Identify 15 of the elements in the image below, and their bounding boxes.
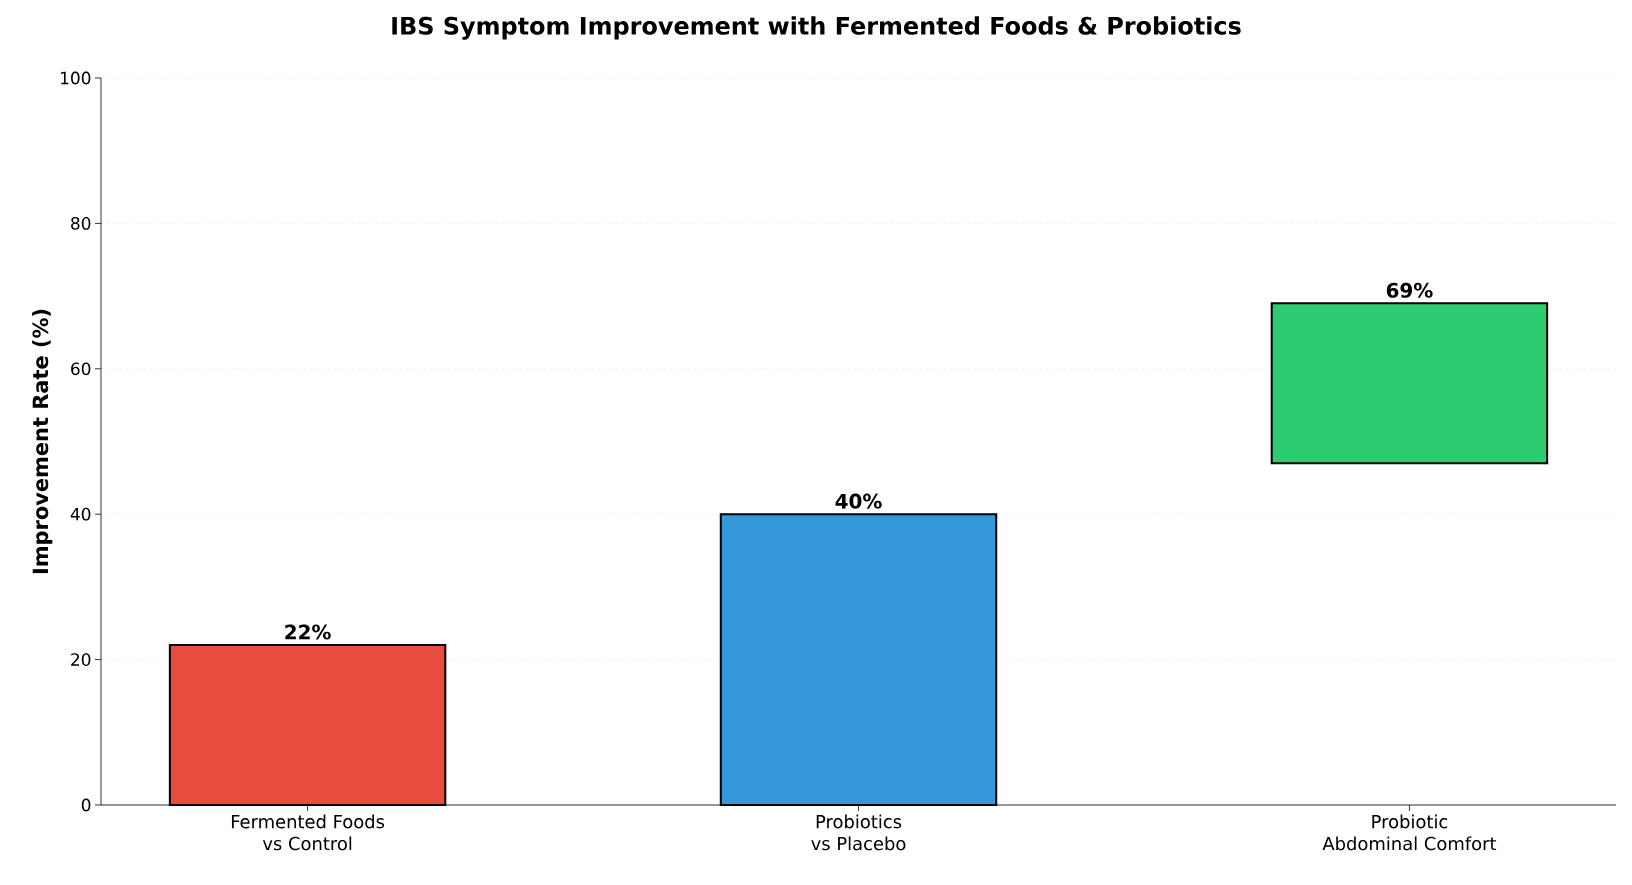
- bar: [1270, 302, 1549, 465]
- data-label: 69%: [1386, 282, 1433, 298]
- x-tick-label: Probiotics vs Placebo: [811, 814, 906, 851]
- data-label: 22%: [285, 624, 331, 640]
- y-tick-label: 60: [71, 362, 91, 376]
- chart-title: IBS Symptom Improvement with Fermented Foods & Probiotics: [392, 16, 1241, 40]
- x-tick-label: Fermented Foods vs Control: [231, 814, 385, 851]
- y-tick-label: 100: [61, 71, 91, 85]
- y-tick-label: 0: [81, 798, 91, 812]
- data-label: 40%: [835, 493, 882, 509]
- y-tick-label: 80: [71, 216, 91, 230]
- x-tick-label: Probiotic Abdominal Comfort: [1322, 814, 1497, 851]
- y-tick-label: 20: [71, 653, 91, 666]
- y-tick-label: 40: [70, 507, 91, 521]
- y-axis-title: Improvement Rate (%): [32, 309, 53, 574]
